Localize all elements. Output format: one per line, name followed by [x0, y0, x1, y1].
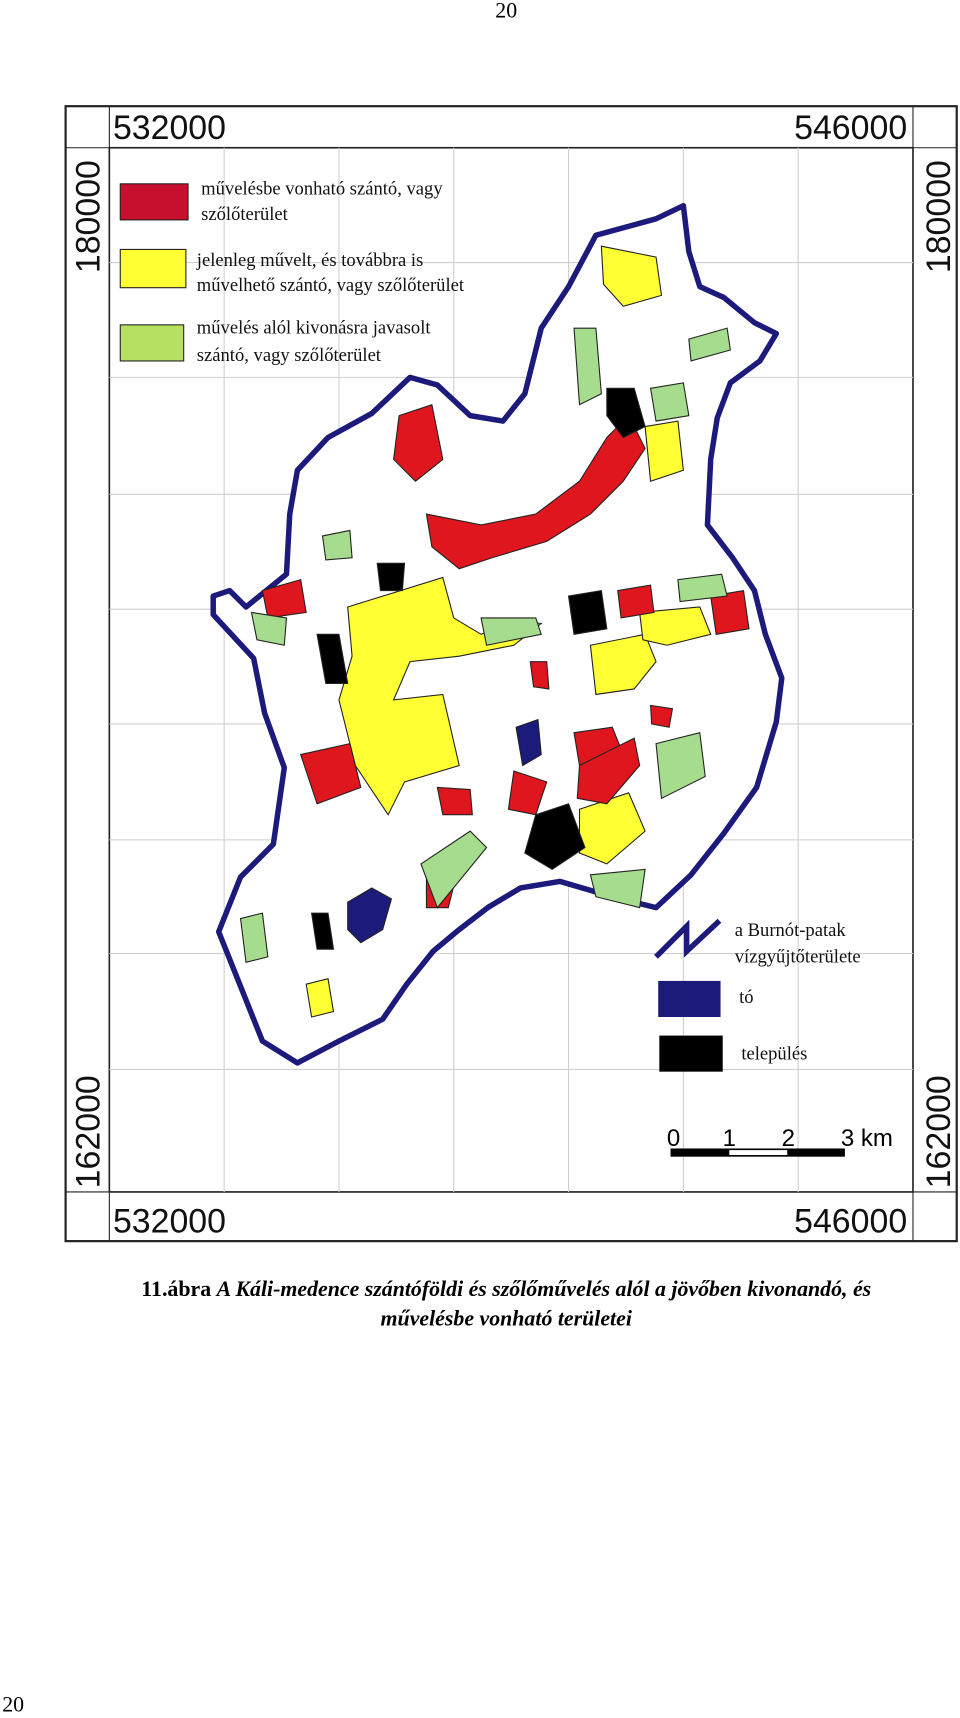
yellow-area: [305, 978, 335, 1018]
scale-bar-segment: [671, 1149, 730, 1156]
yellow-area: [589, 633, 657, 696]
legend-swatch-yellow: [119, 248, 187, 289]
red-area: [299, 742, 362, 805]
caption-text: művelésbe vonható területei: [381, 1306, 632, 1330]
red-area: [393, 403, 444, 482]
coordinate-label: 546000: [794, 109, 907, 147]
caption-text: A Káli-medence szántóföldi és szőlőművel…: [215, 1277, 872, 1301]
green-area: [480, 617, 542, 646]
green-area: [589, 868, 646, 909]
page-number: 20: [495, 0, 517, 23]
legend-text: szántó, vagy szőlőterület: [197, 345, 382, 366]
green-area: [677, 573, 728, 603]
legend-text: jelenleg művelt, és továbbra is: [196, 250, 424, 271]
legend-watershed-symbol: [654, 918, 722, 959]
green-area: [655, 732, 706, 800]
red-area: [261, 578, 307, 619]
green-area: [239, 912, 269, 964]
red-area: [649, 704, 674, 728]
legend-swatch-red: [119, 183, 189, 221]
settlement: [316, 633, 349, 685]
red-area: [529, 661, 550, 690]
scale-label: 2: [782, 1125, 795, 1152]
green-area: [649, 382, 690, 422]
red-area: [576, 737, 641, 805]
red-area: [710, 589, 750, 635]
legend-settlement-swatch: [659, 1035, 723, 1072]
legend-text: művelés alól kivonásra javasolt: [197, 318, 432, 339]
green-area: [573, 327, 602, 406]
settlement: [567, 589, 608, 635]
coordinate-label: 162000: [69, 1075, 107, 1188]
coordinate-label: 532000: [113, 1202, 226, 1240]
red-area: [425, 414, 646, 570]
settlement: [524, 803, 586, 871]
green-area: [321, 529, 353, 561]
legend-text: művelésbe vonható szántó, vagy: [201, 179, 443, 200]
lake: [515, 718, 542, 767]
red-area: [617, 584, 655, 619]
legend-text: a Burnót-patak: [735, 920, 847, 941]
yellow-area: [639, 606, 712, 646]
settlement: [310, 912, 335, 950]
coordinate-label: 532000: [113, 109, 226, 147]
red-area: [436, 786, 473, 816]
scale-label: 0: [667, 1125, 680, 1152]
settlement: [376, 562, 406, 592]
coordinate-label: 180000: [69, 160, 107, 273]
yellow-area: [644, 420, 684, 482]
legend-swatch-green: [119, 324, 185, 362]
coordinate-label: 180000: [920, 160, 958, 273]
lake: [347, 887, 393, 944]
scale-label: 3 km: [841, 1125, 893, 1152]
legend-text: tó: [739, 987, 753, 1008]
legend-text: település: [741, 1044, 807, 1065]
green-area: [420, 830, 488, 909]
settlement: [606, 387, 646, 439]
caption-label: 11.ábra: [141, 1277, 211, 1301]
legend-text: szőlőterület: [201, 204, 289, 225]
legend-lake-swatch: [658, 980, 721, 1017]
legend-text: vízgyűjtőterülete: [735, 946, 861, 967]
page-number: 20: [2, 1692, 24, 1716]
caption-line: 11.ábra A Káli-medence szántóföldi és sz…: [141, 1277, 871, 1301]
green-area: [688, 327, 731, 362]
green-area: [250, 611, 288, 646]
scale-label: 1: [723, 1125, 736, 1152]
coordinate-label: 162000: [920, 1075, 958, 1188]
coordinate-label: 546000: [794, 1202, 907, 1240]
yellow-area: [600, 245, 663, 307]
scale-bar-segment: [787, 1149, 845, 1156]
legend-text: művelhető szántó, vagy szőlőterület: [197, 275, 465, 296]
